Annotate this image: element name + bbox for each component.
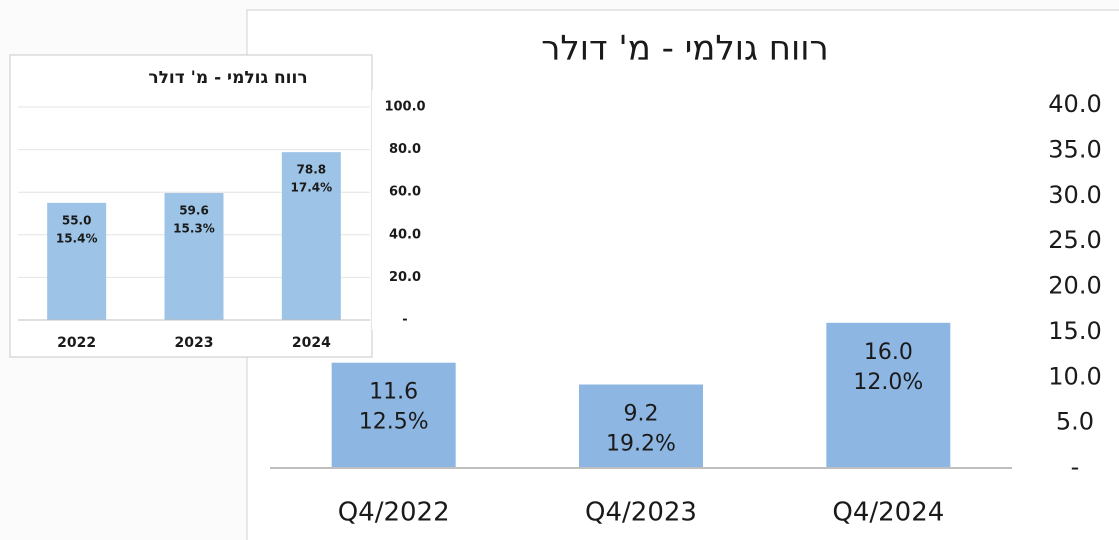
chart-title: רווח גולמי - מ' דולר (541, 29, 829, 69)
y-tick-label: - (402, 313, 407, 328)
y-tick-label: 5.0 (1056, 408, 1094, 436)
bar (164, 193, 224, 320)
y-tick-label: 80.0 (389, 142, 421, 157)
y-tick-label: 40.0 (389, 227, 421, 242)
margin-label: 17.4% (291, 181, 333, 195)
y-tick-label: 15.0 (1048, 317, 1101, 345)
data-label: 16.0 (864, 340, 913, 365)
x-tick-label: 2022 (57, 335, 96, 351)
bar (47, 202, 107, 320)
x-tick-label: 2023 (175, 335, 214, 351)
y-tick-label: 100.0 (384, 100, 425, 115)
chart-title: רווח גולמי - מ' דולר (148, 68, 307, 88)
y-tick-label: 60.0 (389, 185, 421, 200)
data-label: 59.6 (179, 204, 209, 218)
y-tick-label: 10.0 (1048, 362, 1101, 390)
margin-label: 15.4% (56, 231, 98, 245)
data-label: 9.2 (624, 402, 659, 427)
data-label: 78.8 (297, 163, 327, 177)
data-label: 55.0 (62, 213, 92, 227)
data-label: 11.6 (369, 380, 418, 405)
margin-label: 15.3% (173, 222, 215, 236)
y-tick-label: 20.0 (389, 270, 421, 285)
x-tick-label: Q4/2023 (585, 498, 697, 528)
y-tick-label: 40.0 (1048, 90, 1101, 118)
margin-label: 12.5% (359, 410, 429, 435)
inset-axis-bg (372, 90, 432, 330)
bar (826, 322, 951, 468)
x-tick-label: Q4/2024 (832, 498, 944, 528)
x-tick-label: 2024 (292, 335, 331, 351)
y-tick-label: 35.0 (1048, 135, 1101, 163)
y-tick-label: 20.0 (1048, 272, 1101, 300)
x-tick-label: Q4/2022 (338, 498, 450, 528)
bar (331, 362, 456, 468)
bar (579, 384, 703, 468)
margin-label: 19.2% (606, 432, 676, 457)
y-tick-label: 30.0 (1048, 181, 1101, 209)
y-tick-label: - (1071, 453, 1080, 481)
margin-label: 12.0% (853, 370, 923, 395)
y-tick-label: 25.0 (1048, 226, 1101, 254)
bar (281, 152, 341, 320)
